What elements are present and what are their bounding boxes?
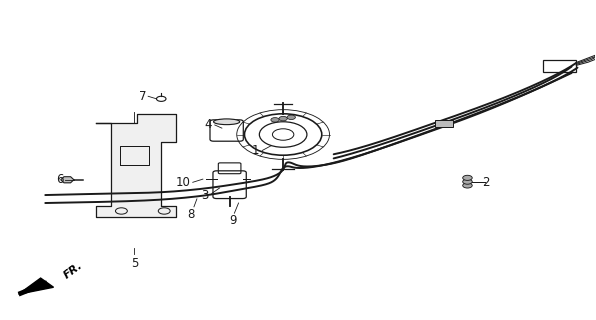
Text: 5: 5 [131, 257, 138, 270]
Text: 6: 6 [55, 172, 63, 186]
Text: 8: 8 [187, 208, 195, 221]
Circle shape [287, 115, 296, 120]
Circle shape [462, 183, 472, 188]
Polygon shape [96, 114, 176, 217]
Circle shape [271, 118, 279, 122]
Bar [434, 120, 452, 127]
Circle shape [279, 116, 287, 121]
Polygon shape [18, 278, 54, 294]
Circle shape [462, 179, 472, 184]
Text: 3: 3 [201, 188, 209, 202]
Text: FR.: FR. [62, 260, 85, 281]
Circle shape [462, 175, 472, 180]
Text: 2: 2 [482, 176, 490, 189]
Ellipse shape [213, 119, 240, 124]
Text: 10: 10 [176, 176, 191, 189]
Text: 9: 9 [229, 214, 237, 227]
Text: 4: 4 [204, 118, 212, 132]
Polygon shape [61, 177, 74, 183]
Text: 1: 1 [252, 144, 259, 157]
Text: 7: 7 [139, 90, 147, 103]
